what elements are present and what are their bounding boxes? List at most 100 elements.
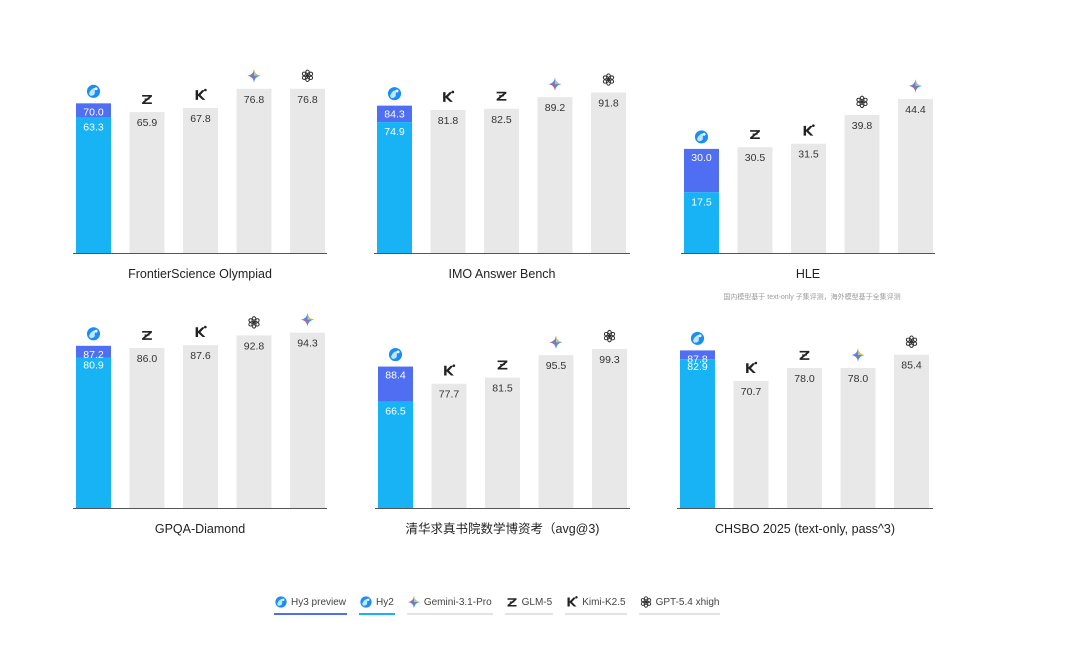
bar-hy2	[680, 359, 715, 508]
kimi-icon	[195, 88, 207, 100]
legend-item-gemini: Gemini-3.1-Pro	[406, 596, 493, 615]
gemini-icon	[548, 77, 562, 91]
data-label-glm: 30.5	[745, 152, 766, 164]
bar-hy3	[378, 366, 413, 402]
data-label-gpt: 76.8	[297, 94, 318, 106]
chart-panel: 88.4 66.5 77.7 81.5 95.5 99.3 清华求真书院数学博资考（avg@…	[375, 329, 630, 536]
gemini-icon	[909, 79, 922, 93]
gemini-icon	[407, 596, 420, 608]
gemini-icon	[407, 596, 420, 608]
bar-hy2	[378, 401, 413, 508]
hy-icon	[360, 596, 372, 608]
gpt-icon	[905, 335, 918, 348]
bar-gemini	[840, 367, 876, 508]
bar-hy3	[76, 103, 111, 118]
glm-icon	[142, 95, 152, 104]
bar-hy3	[684, 148, 719, 193]
legend-underline	[274, 613, 348, 615]
data-label-kimi: 77.7	[439, 389, 460, 401]
bar-gemini	[236, 88, 272, 253]
bar-gpt	[592, 349, 627, 508]
legend-item-hy3: Hy3 preview	[274, 596, 348, 615]
data-label-hy3: 30.0	[691, 152, 712, 164]
data-label-kimi: 70.7	[741, 386, 762, 398]
bar-hy2	[684, 192, 719, 253]
data-label-glm: 82.5	[491, 114, 512, 126]
glm-icon	[750, 130, 760, 140]
chart-title: 清华求真书院数学博资考（avg@3)	[406, 521, 600, 536]
data-label-gpt: 39.8	[852, 120, 873, 132]
bar-gpt	[844, 114, 880, 253]
data-label-gpt: 85.4	[901, 360, 922, 372]
chart-panel: 87.280.9 86.0 87.6 92.8 94.3 GPQA-Diamond	[73, 313, 327, 536]
bar-hy2	[76, 357, 111, 508]
gpt-icon	[640, 596, 651, 608]
legend-underline	[504, 613, 554, 615]
data-label-kimi: 87.6	[190, 350, 211, 362]
chart-title: IMO Answer Bench	[449, 267, 556, 281]
chart-title: GPQA-Diamond	[155, 522, 245, 536]
data-label-gemini: 44.4	[905, 104, 926, 116]
kimi-icon	[444, 364, 456, 376]
glm-icon	[799, 350, 810, 360]
data-label-gemini: 94.3	[297, 338, 318, 350]
glm-icon	[507, 598, 517, 607]
data-label-hy2: 82.9	[687, 361, 708, 373]
hy-icon	[275, 596, 287, 608]
glm-icon	[507, 598, 517, 607]
gemini-icon	[549, 335, 563, 349]
legend-label: Kimi-K2.5	[582, 596, 626, 608]
hy-icon	[360, 596, 372, 608]
data-label-glm: 86.0	[137, 353, 158, 365]
bar-kimi	[431, 383, 467, 508]
kimi-icon	[567, 596, 578, 607]
bar-hy3	[680, 350, 715, 360]
data-label-gemini: 89.2	[545, 102, 566, 114]
hy-icon	[387, 87, 402, 101]
bar-hy3	[377, 105, 412, 123]
legend-underline	[406, 613, 493, 615]
legend-label: GPT-5.4 xhigh	[655, 596, 720, 608]
data-label-glm: 78.0	[794, 373, 815, 385]
chart-note: 国内模型基于 text-only 子集评测，海外模型基于全集评测	[723, 292, 900, 301]
chart-title: FrontierScience Olympiad	[128, 267, 272, 281]
chart-panel: 30.0 17.5 30.5 31.5 39.8 44.4 HLE 国内模型基于 text-o…	[681, 79, 935, 301]
data-label-gemini: 95.5	[546, 360, 567, 372]
bar-hy2	[377, 122, 412, 253]
data-label-glm: 81.5	[492, 383, 513, 395]
legend-item-gpt: GPT-5.4 xhigh	[638, 596, 721, 615]
bar-kimi	[733, 381, 769, 508]
bar-glm	[129, 112, 165, 253]
data-label-hy2: 66.5	[385, 406, 406, 418]
hy-icon	[275, 596, 287, 608]
data-label-kimi: 67.8	[190, 113, 211, 125]
bar-kimi	[183, 345, 218, 508]
glm-icon	[496, 91, 507, 101]
kimi-icon	[803, 124, 815, 136]
gemini-icon	[851, 348, 865, 362]
bar-gpt	[894, 354, 929, 508]
chart-panel: 87.882.9 70.7 78.0 78.0 85.4 CHSBO 2025 (text…	[677, 331, 933, 536]
chart-title: CHSBO 2025 (text-only, pass^3)	[715, 522, 895, 536]
data-label-hy2: 17.5	[691, 196, 712, 208]
data-label-gemini: 78.0	[848, 373, 869, 385]
legend-item-glm: GLM-5	[504, 596, 554, 615]
data-label-gpt: 91.8	[598, 98, 619, 110]
glm-icon	[142, 330, 152, 340]
bar-kimi	[430, 110, 466, 253]
gemini-icon	[247, 69, 261, 83]
legend-underline	[638, 613, 721, 615]
data-label-gemini: 76.8	[244, 94, 265, 106]
kimi-icon	[195, 325, 207, 337]
bar-gemini	[898, 98, 933, 253]
data-label-hy3: 87.8	[687, 353, 708, 365]
chart-panel: 84.3 74.9 81.8 82.5 89.2 91.8 IMO Answer Bench	[374, 73, 630, 281]
data-label-hy2: 80.9	[83, 360, 104, 372]
chart-panel: 70.0 63.3 65.9 67.8 76.8 76.8 FrontierScience …	[73, 69, 327, 281]
legend-label: Hy3 preview	[291, 596, 347, 608]
bar-glm	[737, 147, 773, 253]
data-label-kimi: 31.5	[798, 149, 819, 161]
bar-gemini	[290, 332, 325, 508]
kimi-icon	[443, 90, 455, 102]
